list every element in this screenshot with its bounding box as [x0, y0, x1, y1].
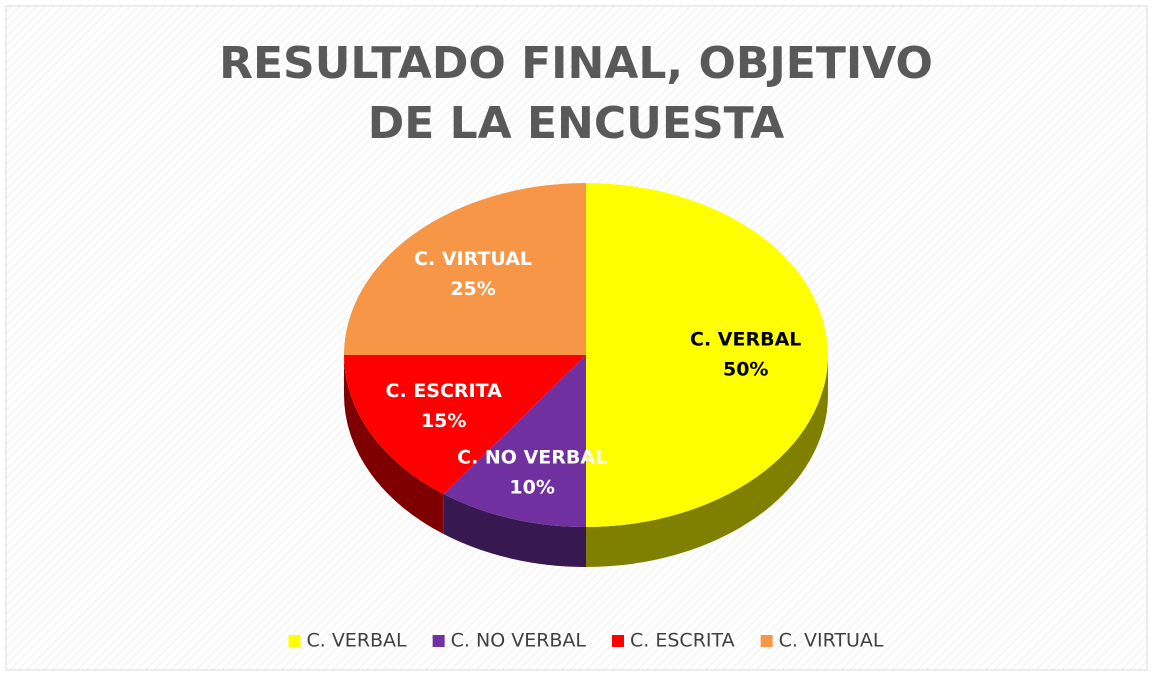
legend-label: C. ESCRITA [630, 630, 735, 652]
data-label-value: 25% [450, 278, 495, 300]
data-label-value: 10% [509, 476, 554, 498]
pie-slice [586, 183, 828, 527]
pie-slice [344, 183, 586, 355]
legend-swatch [612, 635, 625, 647]
pie-side [586, 355, 828, 567]
data-label-name: C. VIRTUAL [414, 248, 532, 270]
data-label-name: C. ESCRITA [386, 380, 503, 402]
legend-swatch [288, 635, 301, 647]
data-label-name: C. NO VERBAL [457, 446, 607, 468]
legend-label: C. VERBAL [306, 630, 407, 652]
pie-slice [344, 355, 586, 495]
legend-swatch [760, 635, 773, 647]
pie-side [443, 494, 586, 567]
data-label-value: 15% [421, 410, 466, 432]
legend-label: C. NO VERBAL [451, 630, 587, 652]
pie-side [344, 355, 444, 535]
data-label-value: 50% [723, 359, 768, 381]
chart-title: RESULTADO FINAL, OBJETIVO DE LA ENCUESTA [219, 38, 933, 149]
data-label-name: C. VERBAL [690, 329, 801, 351]
pie-slice [443, 355, 586, 527]
legend-label: C. VIRTUAL [779, 630, 884, 652]
legend-swatch [432, 635, 445, 647]
